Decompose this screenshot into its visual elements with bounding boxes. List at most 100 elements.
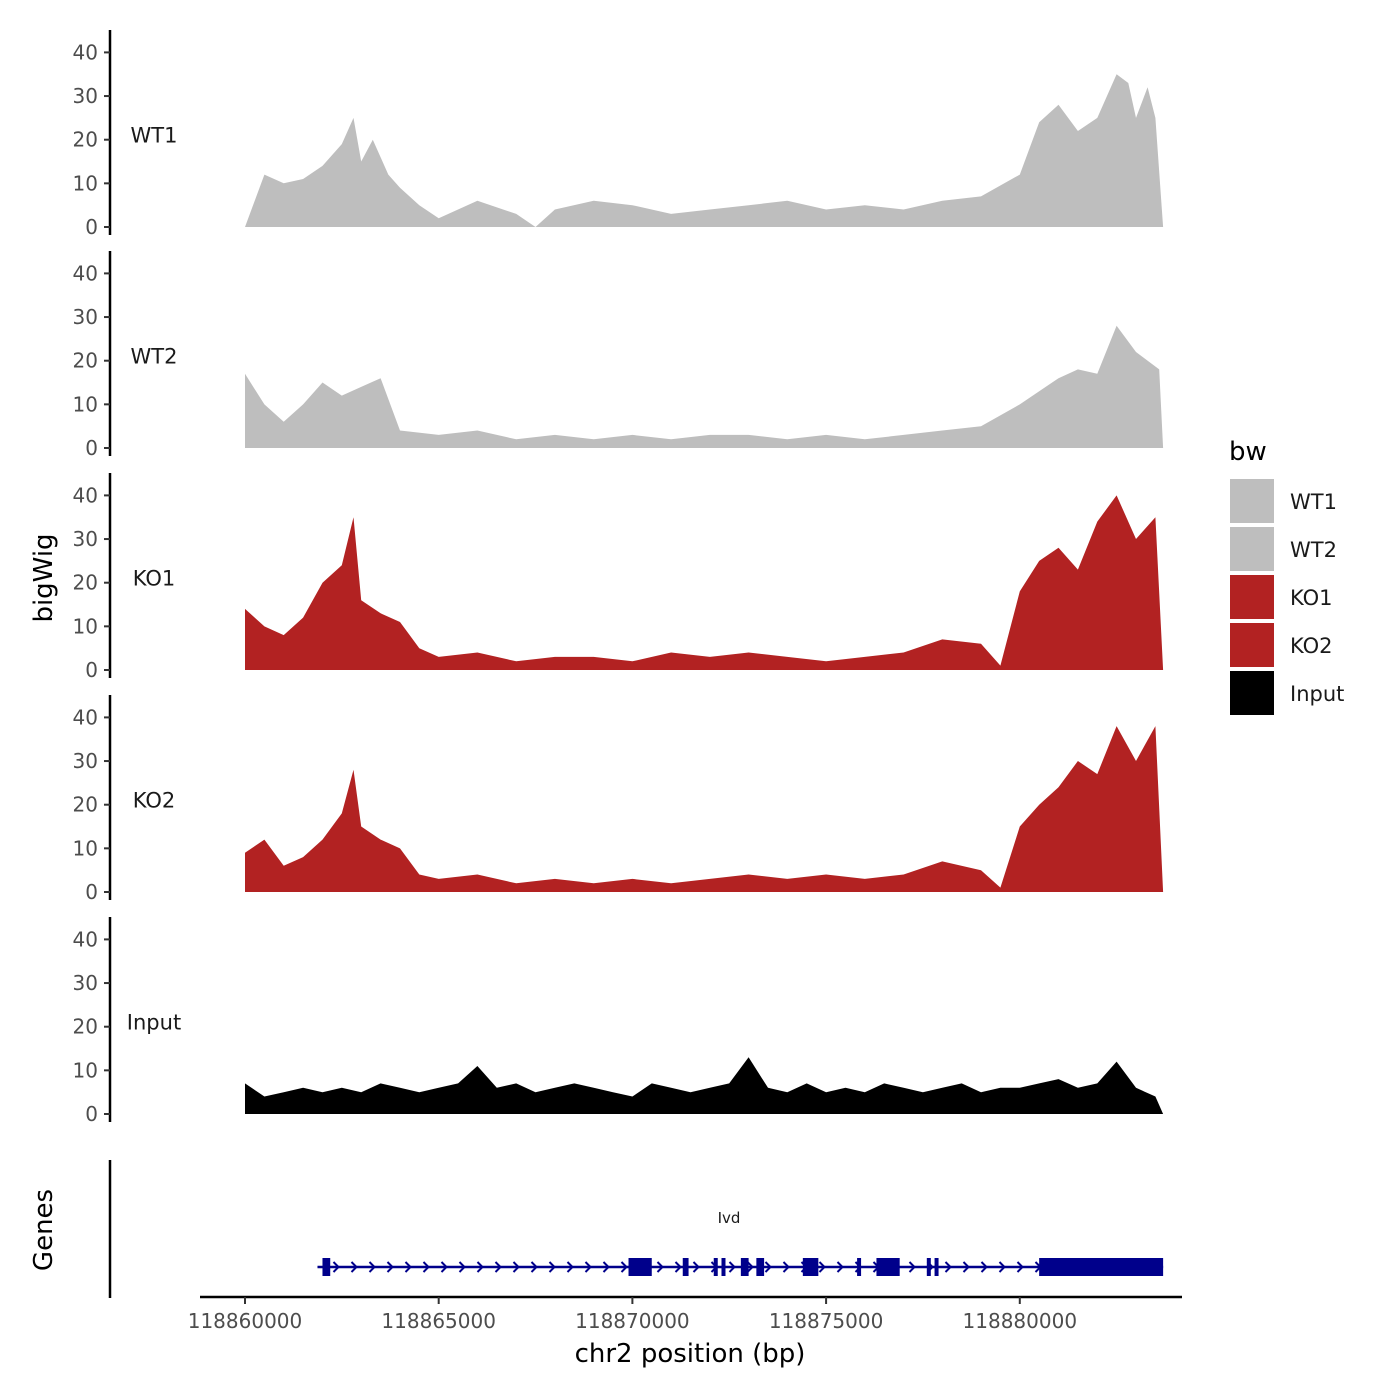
- gene-exon: [802, 1258, 819, 1276]
- y-tick-label: 40: [73, 483, 98, 507]
- strand-arrow: [620, 1261, 628, 1273]
- coverage-area: [245, 325, 1164, 448]
- y-axis-title: bigWig: [29, 533, 59, 622]
- track-label: Input: [127, 1010, 181, 1034]
- legend-swatch: [1230, 479, 1274, 523]
- x-axis-title: chr2 position (bp): [575, 1339, 806, 1369]
- track-label: KO2: [133, 788, 176, 812]
- tracks-layer: 0 10 20 30 40 WT1 0 10 20 30 40 WT2 0 10 20 30 40 KO1 0 10 2…: [73, 30, 1164, 1126]
- legend-label: Input: [1290, 682, 1344, 706]
- strand-arrow: [782, 1261, 790, 1273]
- y-tick-label: 40: [73, 705, 98, 729]
- gene-exon: [756, 1258, 765, 1276]
- legend-item-ko1: KO1: [1230, 575, 1333, 619]
- legend-swatch: [1230, 671, 1274, 715]
- strand-arrow: [458, 1261, 466, 1273]
- track-label: KO1: [133, 566, 176, 590]
- strand-arrow: [350, 1261, 358, 1273]
- y-tick-label: 30: [73, 305, 98, 329]
- strand-arrow: [512, 1261, 520, 1273]
- genes-axis-title: Genes: [29, 1189, 59, 1271]
- gene-exon: [876, 1258, 900, 1276]
- strand-arrow: [980, 1261, 988, 1273]
- x-tick-label: 118870000: [575, 1309, 690, 1333]
- strand-arrow: [728, 1261, 736, 1273]
- y-tick-label: 10: [73, 836, 98, 860]
- strand-arrow: [962, 1261, 970, 1273]
- gene-exon: [322, 1258, 331, 1276]
- strand-arrow: [944, 1261, 952, 1273]
- track-label: WT1: [131, 123, 178, 147]
- strand-arrow: [674, 1261, 682, 1273]
- y-tick-label: 10: [73, 1058, 98, 1082]
- legend-swatch: [1230, 623, 1274, 667]
- strand-arrow: [602, 1261, 610, 1273]
- legend-swatch: [1230, 575, 1274, 619]
- y-tick-label: 40: [73, 927, 98, 951]
- y-tick-label: 20: [73, 1015, 98, 1039]
- strand-arrow: [818, 1261, 826, 1273]
- strand-arrow: [1016, 1261, 1024, 1273]
- y-tick-label: 20: [73, 349, 98, 373]
- y-tick-label: 0: [85, 880, 98, 904]
- legend-title: bw: [1229, 437, 1267, 467]
- legend-swatch: [1230, 527, 1274, 571]
- y-tick-label: 10: [73, 392, 98, 416]
- gene-exon: [721, 1258, 726, 1276]
- legend-label: KO1: [1290, 586, 1333, 610]
- y-tick-label: 0: [85, 215, 98, 239]
- legend-item-wt2: WT2: [1230, 527, 1337, 571]
- track-panel-ko2: 0 10 20 30 40 KO2: [73, 695, 1164, 904]
- strand-arrow: [494, 1261, 502, 1273]
- strand-arrow: [386, 1261, 394, 1273]
- strand-arrow: [368, 1261, 376, 1273]
- track-panel-ko1: 0 10 20 30 40 KO1: [73, 473, 1164, 682]
- strand-arrow: [440, 1261, 448, 1273]
- gene-exon: [628, 1258, 652, 1276]
- strand-arrow: [656, 1261, 664, 1273]
- legend-item-ko2: KO2: [1230, 623, 1333, 667]
- y-tick-label: 40: [73, 261, 98, 285]
- y-tick-label: 20: [73, 793, 98, 817]
- gene-exon: [934, 1258, 939, 1276]
- legend: WT1 WT2 KO1 KO2 Input: [1230, 479, 1344, 715]
- strand-arrow: [530, 1261, 538, 1273]
- strand-arrow: [998, 1261, 1006, 1273]
- coverage-area: [245, 726, 1164, 892]
- strand-arrow: [332, 1261, 340, 1273]
- strand-arrow: [584, 1261, 592, 1273]
- gene-exon: [1039, 1258, 1164, 1276]
- x-tick-label: 118865000: [381, 1309, 496, 1333]
- genes-layer: Ivd: [108, 1160, 1164, 1298]
- strand-arrow: [548, 1261, 556, 1273]
- strand-arrow: [692, 1261, 700, 1273]
- y-tick-label: 10: [73, 171, 98, 195]
- legend-label: WT2: [1290, 538, 1337, 562]
- coverage-area: [245, 1057, 1164, 1114]
- gene-exon: [713, 1258, 718, 1276]
- y-tick-label: 0: [85, 658, 98, 682]
- coverage-area: [245, 74, 1164, 227]
- strand-arrow: [908, 1261, 916, 1273]
- y-tick-label: 40: [73, 40, 98, 64]
- x-axis: 118860000 118865000 118870000 118875000 1188…: [188, 1295, 1182, 1333]
- y-tick-label: 30: [73, 749, 98, 773]
- coverage-area: [245, 495, 1164, 670]
- y-tick-label: 0: [85, 436, 98, 460]
- legend-item-wt1: WT1: [1230, 479, 1337, 523]
- legend-label: WT1: [1290, 490, 1337, 514]
- y-tick-label: 30: [73, 971, 98, 995]
- gene-exon: [740, 1258, 749, 1276]
- track-panel-wt2: 0 10 20 30 40 WT2: [73, 251, 1164, 460]
- strand-arrow: [764, 1261, 772, 1273]
- x-tick-label: 118880000: [963, 1309, 1078, 1333]
- legend-label: KO2: [1290, 634, 1333, 658]
- y-tick-label: 30: [73, 84, 98, 108]
- y-tick-label: 20: [73, 571, 98, 595]
- strand-arrow: [404, 1261, 412, 1273]
- x-tick-label: 118875000: [769, 1309, 884, 1333]
- strand-arrow: [476, 1261, 484, 1273]
- track-panel-input: 0 10 20 30 40 Input: [73, 917, 1164, 1126]
- strand-arrow: [422, 1261, 430, 1273]
- gene-exon: [857, 1258, 862, 1276]
